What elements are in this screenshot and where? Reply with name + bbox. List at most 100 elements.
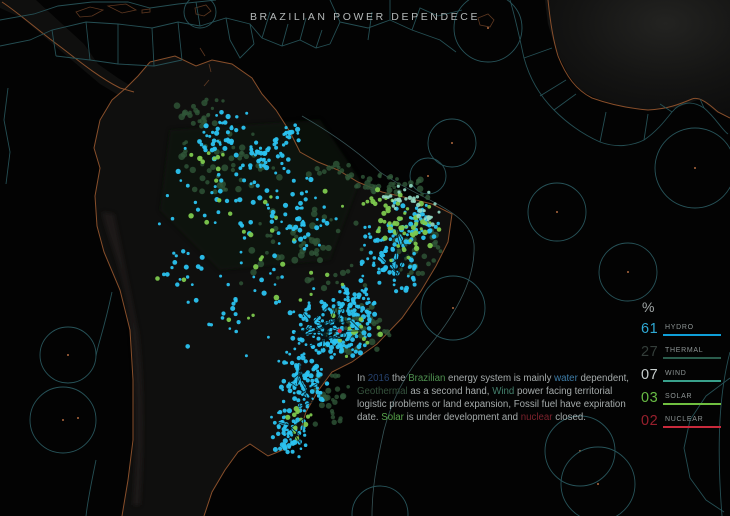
caption-segment: as a second hand, <box>407 386 493 397</box>
island-dot <box>694 167 696 169</box>
power-plant-dot <box>297 227 303 233</box>
power-plant-dot <box>248 166 253 170</box>
power-plant-dot <box>290 440 294 445</box>
power-plant-dot <box>219 274 223 278</box>
power-plant-dot <box>199 254 205 260</box>
power-plant-dot <box>332 160 340 168</box>
power-plant-dot <box>344 326 348 330</box>
power-plant-dot <box>350 309 354 313</box>
power-plant-dot <box>270 435 275 440</box>
power-plant-dot <box>189 152 194 157</box>
power-plant-dot <box>256 158 261 164</box>
power-plant-dot <box>317 342 322 347</box>
power-plant-dot <box>225 113 231 120</box>
power-plant-dot <box>296 131 300 135</box>
power-plant-dot <box>247 316 250 320</box>
power-plant-dot <box>305 176 309 180</box>
power-plant-dot <box>220 316 225 320</box>
power-plant-dot <box>297 342 301 345</box>
power-plant-dot <box>188 213 194 219</box>
power-plant-dot <box>349 174 353 178</box>
power-plant-dot <box>353 220 359 226</box>
power-plant-dot <box>250 269 257 276</box>
power-plant-dot <box>272 447 278 452</box>
power-plant-dot <box>215 126 220 131</box>
power-plant-dot <box>375 187 381 193</box>
power-plant-dot <box>322 188 328 194</box>
power-plant-dot <box>346 385 351 389</box>
power-plant-dot <box>222 120 228 125</box>
power-plant-dot <box>295 126 301 132</box>
caption-segment: closed. <box>552 412 586 423</box>
power-plant-dot <box>276 431 281 436</box>
legend-label: WIND <box>663 370 721 382</box>
power-plant-dot <box>430 222 435 227</box>
power-plant-dot <box>377 197 382 202</box>
power-plant-dot <box>305 232 311 237</box>
power-plant-dot <box>395 248 402 255</box>
coastal-wind-dots <box>381 184 441 227</box>
power-plant-dot <box>354 334 359 339</box>
power-plant-dot <box>305 244 309 248</box>
power-plant-dot <box>368 183 376 191</box>
island-dot <box>452 307 454 309</box>
power-plant-dot <box>403 188 407 192</box>
power-plant-dot <box>408 216 413 220</box>
power-plant-dot <box>412 251 416 256</box>
power-plant-dot <box>299 191 304 196</box>
power-plant-dot <box>278 384 284 390</box>
power-plant-dot <box>291 178 296 183</box>
power-plant-dot <box>340 319 344 322</box>
power-plant-dot <box>260 255 264 259</box>
power-plant-dot <box>211 120 218 127</box>
power-plant-dot <box>416 213 422 219</box>
power-plant-dot <box>220 121 224 125</box>
power-plant-dot <box>222 146 228 151</box>
power-plant-dot <box>221 311 226 316</box>
legend-label: THERMAL <box>663 347 721 359</box>
power-plant-dot <box>267 158 271 163</box>
power-plant-dot <box>183 146 187 150</box>
power-plant-dot <box>280 153 285 158</box>
power-plant-dot <box>425 194 431 200</box>
power-plant-dot <box>193 297 199 303</box>
power-plant-dot <box>302 421 309 428</box>
power-plant-dot <box>272 142 277 147</box>
power-plant-dot <box>427 204 432 209</box>
power-plant-dot <box>263 151 268 156</box>
power-plant-dot <box>296 216 302 222</box>
power-plant-dot <box>365 322 370 326</box>
caption-segment: Brazilian <box>408 373 446 384</box>
power-plant-dot <box>195 264 201 269</box>
power-plant-dot <box>270 209 276 215</box>
power-plant-dot <box>248 247 256 254</box>
legend-value: 27 <box>641 344 659 360</box>
power-plant-dot <box>391 269 396 273</box>
power-plant-dot <box>340 301 345 307</box>
power-plant-dot <box>353 349 358 354</box>
power-plant-dot <box>366 326 372 331</box>
power-plant-dot <box>300 224 303 227</box>
power-plant-dot <box>235 115 239 119</box>
power-plant-dot <box>286 432 290 436</box>
power-plant-dot <box>233 152 239 158</box>
power-plant-dot <box>412 265 417 270</box>
power-plant-dot <box>274 300 278 305</box>
power-plant-dot <box>250 199 256 205</box>
power-plant-dot <box>205 180 210 185</box>
power-plant-dot <box>269 195 273 199</box>
power-plant-dot <box>241 229 246 234</box>
island-range-circle <box>427 118 477 168</box>
power-plant-dot <box>273 225 279 232</box>
power-plant-dot <box>346 298 350 303</box>
power-plant-dot <box>354 304 359 308</box>
power-plant-dot <box>213 185 217 189</box>
power-plant-dot <box>199 156 203 160</box>
power-plant-dot <box>371 263 376 267</box>
power-plant-dot <box>284 126 288 130</box>
power-plant-dot <box>394 221 400 227</box>
power-plant-dot <box>304 276 312 284</box>
power-plant-dot <box>361 296 366 301</box>
power-plant-dot <box>193 200 198 205</box>
